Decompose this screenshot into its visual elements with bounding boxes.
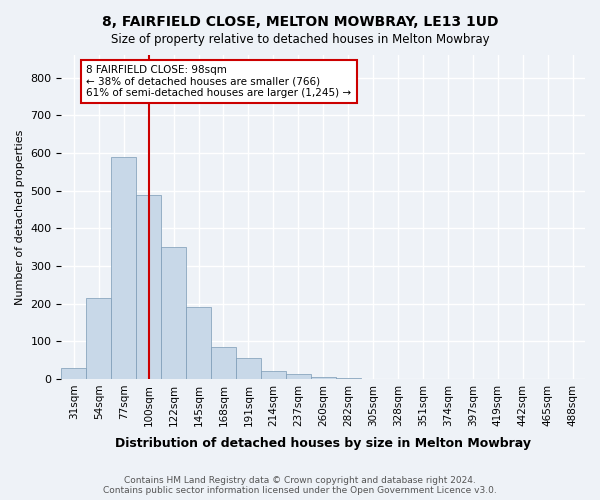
Bar [186,308,211,379]
Bar [261,372,286,379]
Text: 8, FAIRFIELD CLOSE, MELTON MOWBRAY, LE13 1UD: 8, FAIRFIELD CLOSE, MELTON MOWBRAY, LE13… [102,15,498,29]
Bar [311,377,335,379]
Bar [211,347,236,379]
Bar [286,374,311,379]
Bar [111,156,136,379]
Bar [236,358,261,379]
X-axis label: Distribution of detached houses by size in Melton Mowbray: Distribution of detached houses by size … [115,437,531,450]
Text: Size of property relative to detached houses in Melton Mowbray: Size of property relative to detached ho… [110,32,490,46]
Text: Contains HM Land Registry data © Crown copyright and database right 2024.
Contai: Contains HM Land Registry data © Crown c… [103,476,497,495]
Bar [335,378,361,379]
Y-axis label: Number of detached properties: Number of detached properties [15,130,25,304]
Bar [86,298,111,379]
Text: 8 FAIRFIELD CLOSE: 98sqm
← 38% of detached houses are smaller (766)
61% of semi-: 8 FAIRFIELD CLOSE: 98sqm ← 38% of detach… [86,65,352,98]
Bar [136,195,161,379]
Bar [61,368,86,379]
Bar [161,247,186,379]
